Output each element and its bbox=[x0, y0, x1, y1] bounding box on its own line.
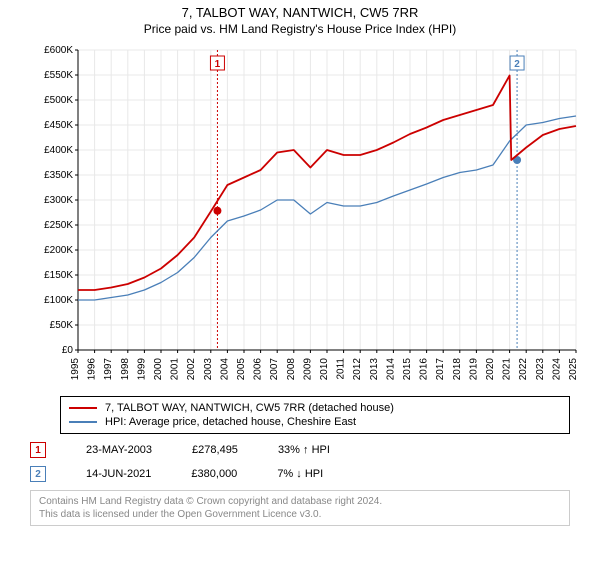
line-chart-svg: £0 £50K £100K £150K £200K £250K £300K £350K £400… bbox=[30, 42, 590, 392]
svg-text:2011: 2011 bbox=[336, 358, 347, 380]
svg-text:2010: 2010 bbox=[319, 358, 330, 381]
sale-marker-badge: 2 bbox=[30, 466, 46, 482]
sale-row: 1 23-MAY-2003 £278,495 33% ↑ HPI bbox=[30, 438, 570, 462]
svg-text:2023: 2023 bbox=[535, 358, 546, 381]
svg-text:£350K: £350K bbox=[44, 170, 73, 181]
svg-text:2017: 2017 bbox=[435, 358, 446, 381]
svg-text:£600K: £600K bbox=[44, 45, 73, 56]
svg-text:1996: 1996 bbox=[87, 358, 98, 381]
svg-text:£550K: £550K bbox=[44, 70, 73, 81]
svg-text:1999: 1999 bbox=[136, 358, 147, 381]
footer-line: Contains HM Land Registry data © Crown c… bbox=[39, 495, 561, 508]
svg-text:1: 1 bbox=[215, 59, 221, 70]
svg-text:2000: 2000 bbox=[153, 358, 164, 381]
chart-subtitle: Price paid vs. HM Land Registry's House … bbox=[0, 22, 600, 36]
svg-text:£500K: £500K bbox=[44, 95, 73, 106]
svg-text:1997: 1997 bbox=[103, 358, 114, 381]
svg-text:£50K: £50K bbox=[50, 320, 74, 331]
svg-text:2009: 2009 bbox=[302, 358, 313, 381]
svg-text:2001: 2001 bbox=[170, 358, 181, 381]
chart-container: 7, TALBOT WAY, NANTWICH, CW5 7RR Price p… bbox=[0, 5, 600, 565]
svg-text:1998: 1998 bbox=[120, 358, 131, 381]
svg-text:2019: 2019 bbox=[468, 358, 479, 381]
svg-text:2006: 2006 bbox=[253, 358, 264, 381]
svg-text:2024: 2024 bbox=[551, 358, 562, 381]
svg-text:2016: 2016 bbox=[419, 358, 430, 381]
footer-attribution: Contains HM Land Registry data © Crown c… bbox=[30, 490, 570, 526]
svg-text:2: 2 bbox=[514, 59, 520, 70]
svg-text:2018: 2018 bbox=[452, 358, 463, 381]
svg-text:2025: 2025 bbox=[568, 358, 579, 381]
sale-price: £380,000 bbox=[191, 468, 237, 480]
svg-text:2004: 2004 bbox=[219, 358, 230, 381]
svg-text:2020: 2020 bbox=[485, 358, 496, 381]
svg-text:£100K: £100K bbox=[44, 295, 73, 306]
svg-text:£200K: £200K bbox=[44, 245, 73, 256]
legend-swatch bbox=[69, 407, 97, 409]
sales-table: 1 23-MAY-2003 £278,495 33% ↑ HPI 2 14-JU… bbox=[30, 438, 570, 486]
chart-plot-area: £0 £50K £100K £150K £200K £250K £300K £350K £400… bbox=[30, 42, 590, 392]
sale-row: 2 14-JUN-2021 £380,000 7% ↓ HPI bbox=[30, 462, 570, 486]
sale-hpi-delta: 33% ↑ HPI bbox=[278, 444, 330, 456]
footer-line: This data is licensed under the Open Gov… bbox=[39, 508, 561, 521]
svg-text:2008: 2008 bbox=[286, 358, 297, 381]
svg-text:2021: 2021 bbox=[502, 358, 513, 381]
svg-text:2015: 2015 bbox=[402, 358, 413, 381]
svg-text:2013: 2013 bbox=[369, 358, 380, 381]
legend-box: 7, TALBOT WAY, NANTWICH, CW5 7RR (detach… bbox=[60, 396, 570, 434]
sale-marker-number: 1 bbox=[35, 445, 41, 456]
sale-hpi-delta: 7% ↓ HPI bbox=[277, 468, 323, 480]
svg-text:£250K: £250K bbox=[44, 220, 73, 231]
legend-swatch bbox=[69, 421, 97, 423]
svg-text:£150K: £150K bbox=[44, 270, 73, 281]
svg-text:2012: 2012 bbox=[352, 358, 363, 381]
svg-text:2014: 2014 bbox=[385, 358, 396, 381]
svg-text:2007: 2007 bbox=[269, 358, 280, 381]
svg-text:£450K: £450K bbox=[44, 120, 73, 131]
svg-text:2003: 2003 bbox=[203, 358, 214, 381]
sale-marker-badge: 1 bbox=[30, 442, 46, 458]
svg-text:2022: 2022 bbox=[518, 358, 529, 381]
sale-marker-number: 2 bbox=[35, 469, 41, 480]
legend-label: 7, TALBOT WAY, NANTWICH, CW5 7RR (detach… bbox=[105, 402, 394, 414]
svg-text:£300K: £300K bbox=[44, 195, 73, 206]
svg-text:£400K: £400K bbox=[44, 145, 73, 156]
svg-text:£0: £0 bbox=[62, 345, 74, 356]
svg-text:2002: 2002 bbox=[186, 358, 197, 381]
svg-text:1995: 1995 bbox=[70, 358, 81, 381]
legend-row: 7, TALBOT WAY, NANTWICH, CW5 7RR (detach… bbox=[69, 401, 561, 415]
sale-date: 14-JUN-2021 bbox=[86, 468, 151, 480]
sale-price: £278,495 bbox=[192, 444, 238, 456]
svg-text:2005: 2005 bbox=[236, 358, 247, 381]
legend-row: HPI: Average price, detached house, Ches… bbox=[69, 415, 561, 429]
chart-title: 7, TALBOT WAY, NANTWICH, CW5 7RR bbox=[0, 5, 600, 20]
sale-date: 23-MAY-2003 bbox=[86, 444, 152, 456]
legend-label: HPI: Average price, detached house, Ches… bbox=[105, 416, 356, 428]
